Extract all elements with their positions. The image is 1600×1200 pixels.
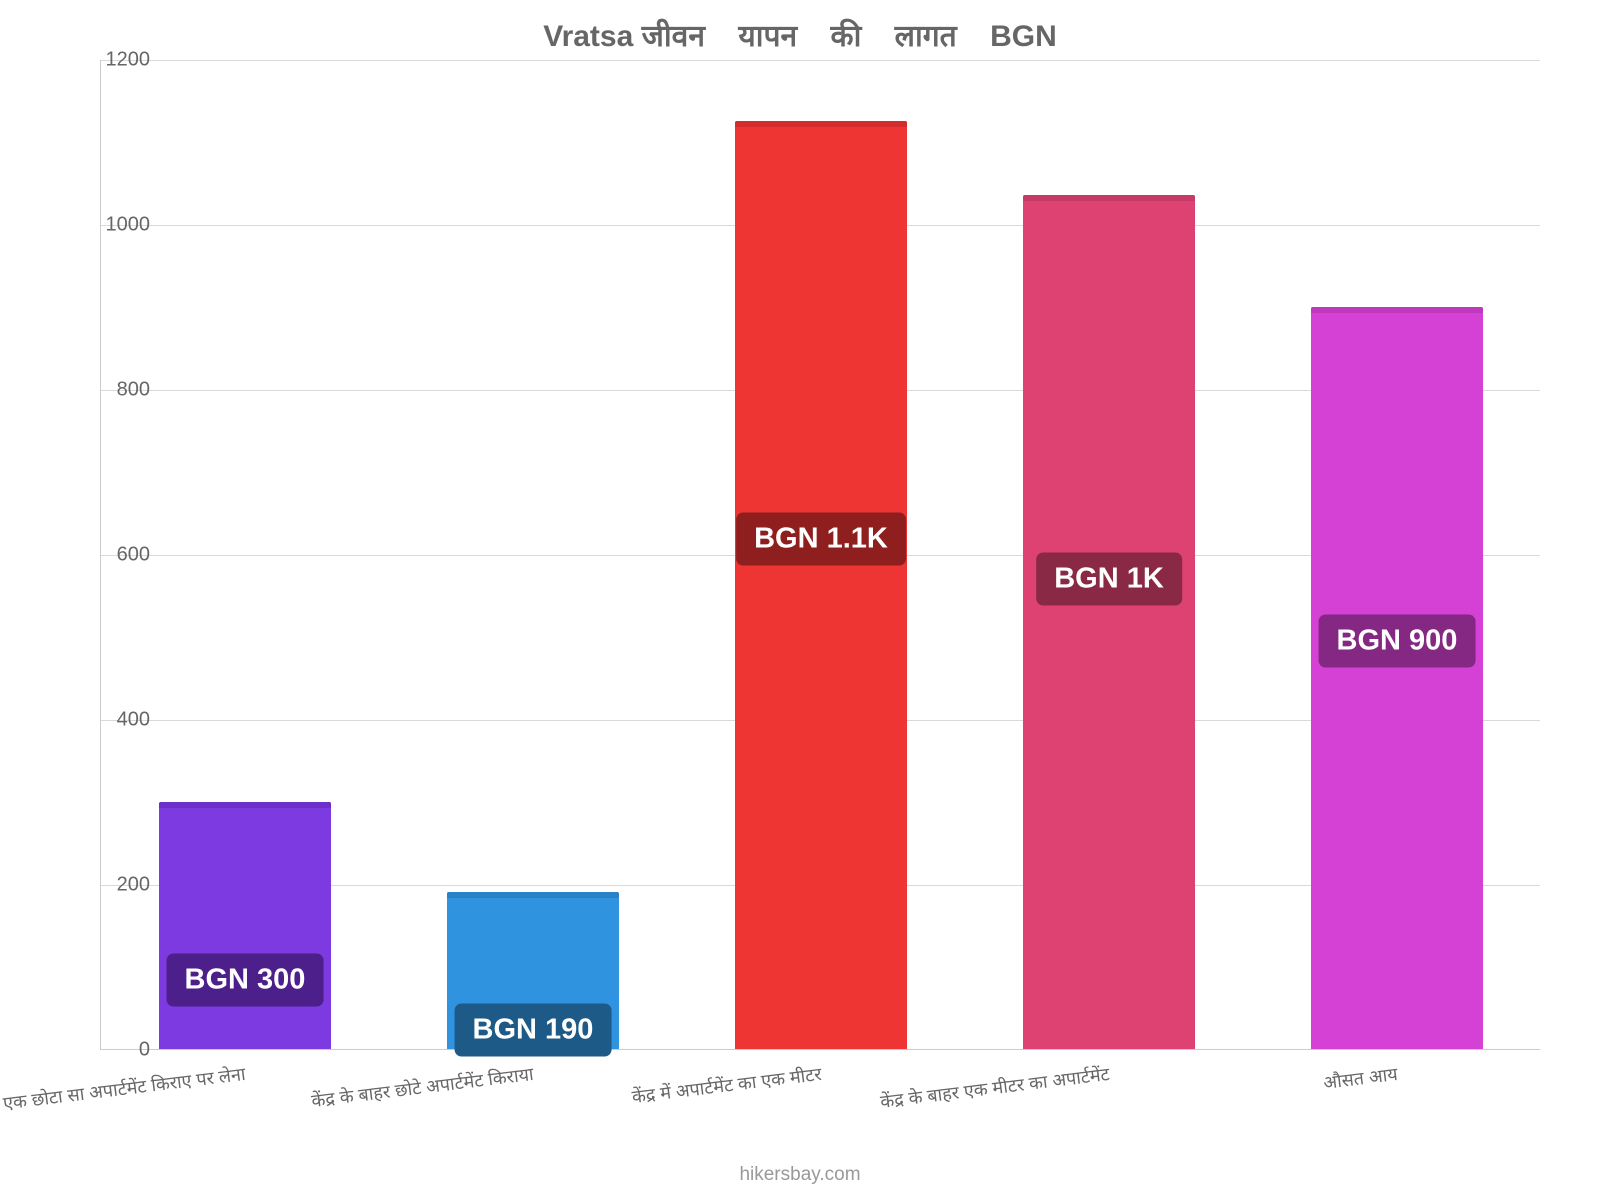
attribution-text: hikersbay.com: [0, 1164, 1600, 1186]
value-badge: BGN 190: [455, 1004, 612, 1057]
bar[interactable]: BGN 300: [159, 802, 332, 1050]
value-badge: BGN 300: [167, 953, 324, 1006]
gridline: [101, 60, 1540, 61]
plot-area: BGN 300 BGN 190 BGN 1.1K BGN 1K BGN 900: [100, 60, 1540, 1050]
bar-top: [1311, 307, 1484, 313]
ytick-label: 1200: [106, 49, 151, 72]
ytick-label: 200: [117, 874, 150, 897]
ytick-label: 1000: [106, 214, 151, 237]
ytick-label: 0: [139, 1039, 150, 1062]
xtick-label: केंद्र में एक छोटा सा अपार्टमेंट किराए प…: [0, 1062, 247, 1121]
chart-title: Vratsa जीवन यापन की लागत BGN: [0, 14, 1600, 55]
xtick-label: केंद्र में अपार्टमेंट का एक मीटर: [631, 1062, 823, 1109]
value-badge: BGN 1.1K: [736, 512, 906, 565]
value-badge: BGN 1K: [1036, 553, 1182, 606]
bar-top: [735, 121, 908, 127]
bar-top: [1023, 195, 1196, 201]
bar[interactable]: BGN 900: [1311, 307, 1484, 1050]
ytick-label: 600: [117, 544, 150, 567]
xtick-label: केंद्र के बाहर एक मीटर का अपार्टमेंट: [879, 1062, 1111, 1114]
bar[interactable]: BGN 1.1K: [735, 121, 908, 1049]
ytick-label: 800: [117, 379, 150, 402]
cost-of-living-chart: Vratsa जीवन यापन की लागत BGN BGN 300BGN …: [0, 0, 1600, 1200]
xtick-label: औसत आय: [1322, 1062, 1399, 1095]
xtick-label: केंद्र के बाहर छोटे अपार्टमेंट किराया: [310, 1062, 535, 1113]
bar[interactable]: BGN 190: [447, 892, 620, 1049]
ytick-label: 400: [117, 709, 150, 732]
bar-top: [447, 892, 620, 898]
bar-top: [159, 802, 332, 808]
value-badge: BGN 900: [1319, 614, 1476, 667]
bar[interactable]: BGN 1K: [1023, 195, 1196, 1049]
